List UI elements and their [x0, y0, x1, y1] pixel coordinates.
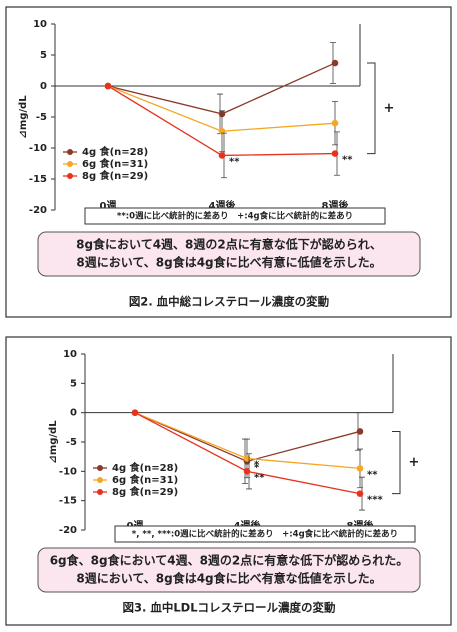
y-tick-label: 5	[70, 378, 77, 389]
legend-label: 4g 食(n=28)	[112, 461, 178, 474]
y-tick-label: 10	[63, 349, 77, 360]
note: **:0週に比べ統計的に差あり +:4g食に比べ統計的に差あり	[117, 211, 353, 222]
data-point	[331, 119, 339, 127]
caption: 図2. 血中総コレステロール濃度の変動	[129, 295, 330, 309]
bracket-label: +	[409, 455, 420, 470]
bracket	[392, 430, 401, 495]
significance-label: **	[254, 472, 265, 483]
caption: 図3. 血中LDLコレステロール濃度の変動	[122, 601, 336, 615]
legend-label: 8g 食(n=29)	[112, 485, 178, 498]
y-tick-label: -20	[59, 525, 77, 536]
bracket-label: +	[384, 101, 395, 116]
summary-line: 6g食、8g食において4週、8週の2点に有意な低下が認められた。	[50, 553, 409, 568]
y-axis-label: ⊿mg/dL	[48, 420, 59, 464]
summary-line: 8g食において4週、8週の2点に有意な低下が認められ、	[76, 237, 382, 252]
data-point	[331, 150, 339, 157]
significance-label: ***	[367, 495, 383, 506]
data-point	[356, 490, 364, 497]
note-box	[84, 207, 386, 225]
panel-border	[5, 6, 452, 318]
summary-box	[37, 231, 421, 277]
summary-line: 8週において、8g食は4g食に比べ有意に低値を示した。	[76, 255, 381, 270]
y-tick-label: -5	[36, 112, 47, 123]
y-tick-label: -15	[29, 174, 47, 185]
legend-label: 6g 食(n=31)	[112, 473, 178, 486]
note-box	[114, 525, 416, 543]
data-point	[243, 468, 251, 475]
y-tick-label: -10	[29, 143, 47, 154]
y-tick-label: -15	[59, 496, 77, 507]
significance-label: **	[367, 469, 378, 480]
legend-label: 6g 食(n=31)	[82, 157, 148, 170]
y-tick-label: -20	[29, 205, 47, 216]
y-axis-label: ⊿mg/dL	[18, 95, 29, 139]
legend-marker	[67, 149, 73, 155]
significance-label: *	[254, 459, 260, 470]
legend-label: 4g 食(n=28)	[82, 145, 148, 158]
data-point	[131, 409, 139, 416]
y-tick-label: -5	[66, 437, 77, 448]
bracket	[367, 62, 376, 155]
data-point	[104, 82, 112, 90]
y-tick-label: 10	[33, 19, 47, 30]
y-tick-label: 0	[70, 408, 77, 419]
data-point	[218, 152, 226, 159]
legend-marker	[97, 465, 103, 471]
summary-box	[37, 547, 421, 593]
series-line	[107, 85, 336, 132]
legend-marker	[67, 161, 73, 167]
note: *, **, ***:0週に比べ統計的に差あり +:4g食に比べ統計的に差あり	[132, 529, 398, 540]
significance-label: **	[229, 156, 240, 167]
series-line	[107, 85, 336, 157]
y-tick-label: -10	[59, 466, 77, 477]
data-point	[331, 59, 339, 67]
significance-label: *	[254, 462, 260, 473]
legend-marker	[97, 477, 103, 483]
legend-marker	[97, 489, 103, 495]
significance-label: **	[342, 155, 353, 166]
y-tick-label: 0	[40, 81, 47, 92]
summary-line: 8週において、8g食は4g食に比べ有意な低値を示した。	[76, 571, 381, 586]
y-tick-label: 5	[40, 50, 47, 61]
panel-border	[5, 336, 452, 626]
data-point	[356, 465, 364, 472]
legend-marker	[67, 173, 73, 179]
legend-label: 8g 食(n=29)	[82, 169, 148, 182]
data-point	[356, 428, 364, 435]
